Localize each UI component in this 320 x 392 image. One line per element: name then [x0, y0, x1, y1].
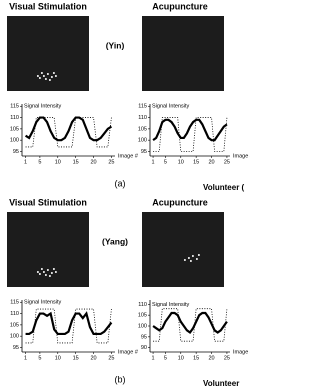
activation-spot: [43, 75, 45, 77]
activation-spot: [188, 257, 190, 259]
y-tick-label: 110: [10, 311, 19, 317]
activation-spot: [49, 275, 51, 277]
x-axis-label: Image #: [118, 349, 139, 355]
x-tick-label: 10: [178, 159, 184, 165]
x-tick-label: 5: [38, 355, 41, 361]
activation-spot: [39, 77, 41, 79]
x-tick-label: 20: [90, 355, 96, 361]
x-tick-label: 5: [164, 159, 167, 165]
y-tick-label: 115: [138, 104, 147, 110]
y-tick-label: 105: [10, 126, 19, 132]
activation-spot: [184, 259, 186, 261]
activation-spot: [192, 255, 194, 257]
series-line: [153, 118, 227, 152]
activation-spot: [55, 271, 57, 273]
volunteer-label: Volunteer: [203, 379, 239, 388]
panel-label: (a): [115, 178, 126, 188]
x-axis-label: Image #: [233, 349, 250, 355]
y-tick-label: 105: [138, 126, 147, 132]
y-axis-label: Signal Intensity: [24, 300, 62, 306]
x-tick-label: 25: [224, 159, 230, 165]
condition: (Yang): [102, 236, 128, 246]
panel-label: (b): [115, 374, 126, 384]
activation-spot: [47, 269, 49, 271]
y-tick-label: 105: [10, 322, 19, 328]
left-title: Visual Stimulation: [9, 1, 87, 11]
y-tick-label: 100: [10, 138, 19, 144]
activation-spot: [39, 273, 41, 275]
activation-spot: [41, 72, 43, 74]
x-axis-label: Image #: [118, 153, 139, 159]
activation-spot: [53, 268, 55, 270]
activation-spot: [45, 78, 47, 80]
brain-image: [7, 212, 89, 287]
activation-spot: [55, 75, 57, 77]
condition: (Yin): [106, 40, 125, 50]
x-tick-label: 20: [90, 159, 96, 165]
y-tick-label: 100: [138, 323, 147, 329]
y-tick-label: 110: [10, 115, 19, 121]
y-tick-label: 90: [141, 345, 147, 351]
left-title: Visual Stimulation: [9, 197, 87, 207]
right-title: Acupuncture: [152, 1, 208, 11]
volunteer-label: Volunteer (: [203, 183, 245, 192]
activation-spot: [41, 268, 43, 270]
x-tick-label: 1: [24, 355, 27, 361]
x-tick-label: 25: [108, 159, 114, 165]
x-tick-label: 25: [224, 355, 230, 361]
y-axis-label: Signal Intensity: [24, 104, 62, 110]
activation-spot: [53, 72, 55, 74]
y-tick-label: 110: [138, 302, 147, 308]
activation-spot: [51, 76, 53, 78]
y-axis-label: Signal Intensity: [152, 302, 190, 308]
x-tick-label: 15: [193, 159, 199, 165]
x-tick-label: 20: [208, 355, 214, 361]
x-tick-label: 10: [178, 355, 184, 361]
y-tick-label: 105: [138, 313, 147, 319]
x-tick-label: 10: [55, 159, 61, 165]
y-tick-label: 115: [10, 300, 19, 306]
brain-image: [142, 16, 224, 91]
x-tick-label: 15: [193, 355, 199, 361]
y-tick-label: 95: [141, 334, 147, 340]
y-tick-label: 115: [10, 104, 19, 110]
x-tick-label: 1: [152, 355, 155, 361]
x-axis-label: Image #: [233, 153, 250, 159]
x-tick-label: 20: [208, 159, 214, 165]
activation-spot: [37, 75, 39, 77]
y-tick-label: 95: [13, 345, 19, 351]
brain-image: [142, 212, 224, 287]
x-tick-label: 5: [38, 159, 41, 165]
x-tick-label: 10: [55, 355, 61, 361]
activation-spot: [49, 79, 51, 81]
activation-spot: [198, 254, 200, 256]
x-tick-label: 15: [73, 355, 79, 361]
activation-spot: [51, 272, 53, 274]
x-tick-label: 1: [152, 159, 155, 165]
y-tick-label: 95: [13, 149, 19, 155]
y-tick-label: 95: [141, 149, 147, 155]
activation-spot: [43, 271, 45, 273]
series-line: [153, 120, 227, 140]
brain-image: [7, 16, 89, 91]
series-line: [26, 314, 112, 334]
series-line: [26, 118, 112, 141]
y-tick-label: 110: [138, 115, 147, 121]
series-line: [153, 313, 227, 333]
y-axis-label: Signal Intensity: [152, 104, 190, 110]
y-tick-label: 100: [10, 334, 19, 340]
figure: Visual Stimulation Acupuncture (Yin) 95 100 1…: [0, 0, 250, 392]
x-tick-label: 1: [24, 159, 27, 165]
activation-spot: [196, 258, 198, 260]
activation-spot: [45, 274, 47, 276]
activation-spot: [47, 73, 49, 75]
x-tick-label: 15: [73, 159, 79, 165]
right-title: Acupuncture: [152, 197, 208, 207]
x-tick-label: 5: [164, 355, 167, 361]
y-tick-label: 100: [138, 138, 147, 144]
activation-spot: [190, 260, 192, 262]
x-tick-label: 25: [108, 355, 114, 361]
activation-spot: [37, 271, 39, 273]
